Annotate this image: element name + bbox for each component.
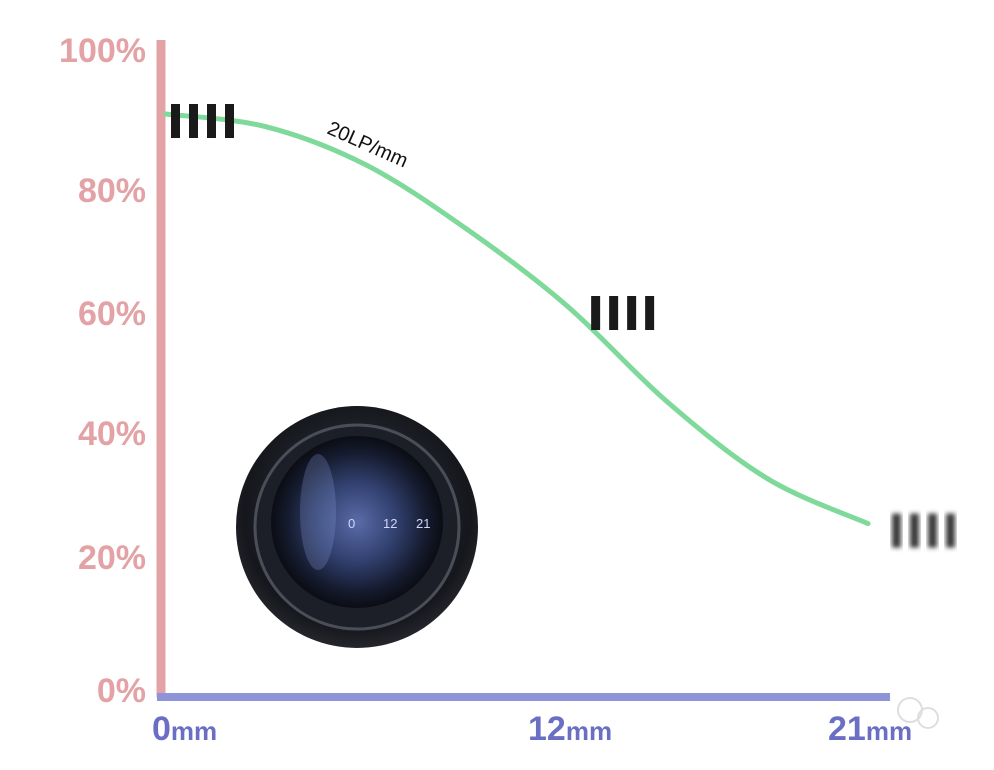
- marker-bar: [609, 296, 619, 330]
- x-tick-label: 0mm: [152, 710, 217, 748]
- lens-scale-21: 21: [416, 516, 430, 531]
- y-tick-label: 60%: [78, 295, 146, 333]
- watermark: [897, 697, 939, 729]
- marker-bar: [225, 104, 234, 138]
- data-points: [163, 111, 871, 527]
- series-line-20lp-mm: [163, 111, 871, 527]
- bar-pattern-marker: [892, 513, 955, 548]
- lens-illustration: 0 12 21: [236, 406, 478, 648]
- x-tick-label: 12mm: [528, 710, 612, 748]
- data-point: [364, 162, 370, 168]
- x-tick-labels: 0mm 12mm 21mm: [152, 710, 912, 748]
- marker-bar: [946, 513, 955, 548]
- lens-reflection: [300, 454, 336, 570]
- marker-bar: [591, 296, 601, 330]
- marker-bar: [892, 513, 901, 548]
- data-point: [765, 476, 771, 482]
- y-tick-labels: 100% 80% 60% 40% 20% 0%: [59, 32, 146, 710]
- y-tick-label: 20%: [78, 539, 146, 577]
- marker-bar: [627, 296, 637, 330]
- data-point: [263, 124, 269, 130]
- data-point: [564, 303, 570, 309]
- bar-pattern-marker: [591, 296, 655, 330]
- data-point: [664, 399, 670, 405]
- lens-glass: [271, 436, 443, 608]
- data-point: [163, 111, 169, 117]
- bar-pattern-markers: [171, 104, 955, 548]
- lens-scale-12: 12: [383, 516, 397, 531]
- marker-bar: [928, 513, 937, 548]
- marker-bar: [645, 296, 655, 330]
- marker-bar: [910, 513, 919, 548]
- y-tick-label: 100%: [59, 32, 146, 70]
- y-tick-label: 80%: [78, 172, 146, 210]
- bar-pattern-marker: [171, 104, 234, 138]
- marker-bar: [189, 104, 198, 138]
- marker-bar: [207, 104, 216, 138]
- data-point: [464, 226, 470, 232]
- data-point: [865, 521, 871, 527]
- x-tick-label: 21mm: [828, 710, 912, 748]
- marker-bar: [171, 104, 180, 138]
- y-tick-label: 0%: [97, 672, 146, 710]
- lens-scale-0: 0: [348, 516, 355, 531]
- y-tick-label: 40%: [78, 415, 146, 453]
